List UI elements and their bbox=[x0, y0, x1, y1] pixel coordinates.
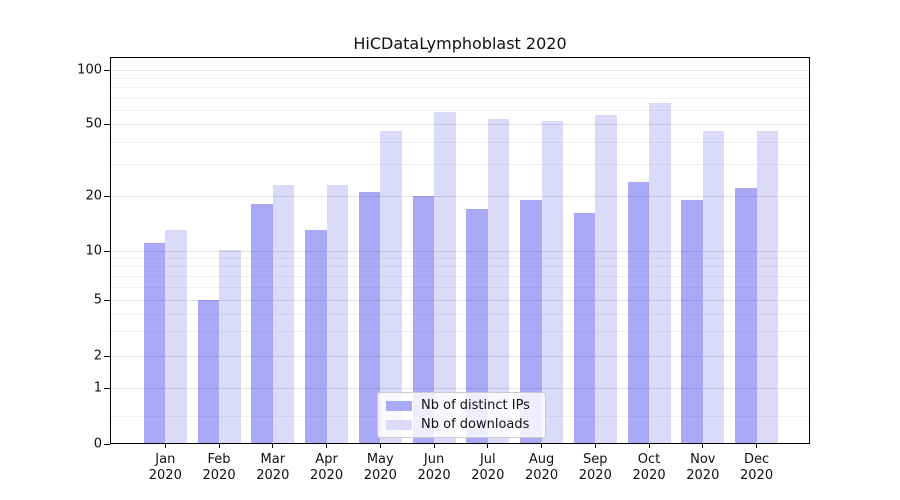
x-tick-label-aug: Aug 2020 bbox=[525, 452, 559, 483]
bar-downloads-aug bbox=[541, 120, 564, 443]
bar-ips-oct bbox=[627, 181, 650, 443]
y-tick-label-10: 10 bbox=[85, 243, 102, 258]
x-tick-mark-jun bbox=[433, 444, 435, 448]
x-tick-mark-may bbox=[379, 444, 381, 448]
bar-downloads-sep bbox=[595, 115, 617, 443]
gridline-minor-90 bbox=[111, 78, 809, 80]
bar-ips-feb bbox=[197, 299, 220, 443]
bar-downloads-feb bbox=[219, 250, 241, 443]
bar-downloads-jan bbox=[165, 229, 187, 443]
gridline-major-1 bbox=[111, 388, 809, 390]
y-tick-mark-0 bbox=[104, 444, 110, 446]
gridline-minor-9 bbox=[111, 258, 809, 260]
gridline-minor-7 bbox=[111, 275, 809, 277]
x-tick-label-mar: Mar 2020 bbox=[256, 452, 290, 483]
x-tick-label-dec: Dec 2020 bbox=[740, 452, 774, 483]
y-tick-label-2: 2 bbox=[93, 348, 102, 364]
x-tick-mark-apr bbox=[326, 444, 328, 448]
y-tick-label-100: 100 bbox=[77, 62, 102, 78]
gridline-major-2 bbox=[111, 356, 809, 358]
x-tick-mark-mar bbox=[272, 444, 274, 448]
x-tick-mark-feb bbox=[218, 444, 220, 448]
legend-label-ips: Nb of distinct IPs bbox=[421, 398, 530, 413]
x-tick-label-nov: Nov 2020 bbox=[686, 452, 720, 483]
gridline-minor-40 bbox=[111, 141, 809, 143]
x-tick-mark-aug bbox=[541, 444, 543, 448]
bar-ips-jun bbox=[412, 195, 435, 443]
y-tick-label-1: 1 bbox=[93, 380, 102, 396]
bar-ips-apr bbox=[305, 229, 327, 443]
y-tick-mark-5 bbox=[104, 300, 110, 301]
plot-area bbox=[110, 57, 810, 444]
y-tick-mark-50 bbox=[104, 124, 110, 126]
x-tick-mark-jan bbox=[164, 444, 166, 448]
x-tick-mark-oct bbox=[648, 444, 650, 448]
gridline-minor-70 bbox=[111, 97, 809, 99]
x-tick-mark-jul bbox=[487, 444, 489, 448]
y-tick-mark-20 bbox=[104, 196, 110, 198]
x-tick-label-sep: Sep 2020 bbox=[578, 452, 612, 483]
bar-ips-aug bbox=[520, 199, 542, 443]
gridline-major-100 bbox=[111, 70, 809, 71]
gridline-major-50 bbox=[111, 124, 809, 126]
gridline-minor-4 bbox=[111, 313, 809, 315]
x-tick-mark-nov bbox=[702, 444, 704, 448]
bar-ips-sep bbox=[573, 213, 596, 443]
gridline-minor-60 bbox=[111, 110, 809, 112]
gridline-minor-6 bbox=[111, 286, 809, 288]
y-tick-mark-1 bbox=[104, 388, 110, 390]
x-tick-label-jul: Jul 2020 bbox=[471, 452, 505, 483]
legend-swatch-ips bbox=[386, 400, 412, 411]
legend-item-downloads: Nb of downloads bbox=[386, 417, 537, 432]
y-tick-label-20: 20 bbox=[85, 188, 102, 204]
bar-ips-jan bbox=[143, 242, 166, 443]
bar-ips-dec bbox=[735, 188, 757, 443]
bar-ips-nov bbox=[681, 199, 703, 443]
x-tick-label-may: May 2020 bbox=[363, 452, 397, 483]
gridline-minor-8 bbox=[111, 266, 809, 268]
bar-ips-mar bbox=[251, 204, 273, 443]
gridline-minor-80 bbox=[111, 87, 809, 89]
legend-label-downloads: Nb of downloads bbox=[421, 417, 530, 432]
x-tick-mark-sep bbox=[594, 444, 596, 448]
gridline-minor-30 bbox=[111, 164, 809, 166]
x-tick-label-jan: Jan 2020 bbox=[148, 452, 182, 483]
bar-downloads-oct bbox=[649, 103, 671, 443]
x-tick-label-feb: Feb 2020 bbox=[202, 452, 236, 483]
legend-swatch-downloads bbox=[386, 419, 412, 430]
bar-downloads-nov bbox=[702, 130, 725, 443]
bar-downloads-apr bbox=[326, 184, 349, 443]
x-tick-mark-dec bbox=[756, 444, 758, 448]
bar-downloads-jul bbox=[487, 119, 510, 443]
y-tick-mark-10 bbox=[104, 250, 110, 252]
gridline-major-20 bbox=[111, 196, 809, 198]
legend-item-distinct-ips: Nb of distinct IPs bbox=[386, 398, 537, 413]
chart-title: HiCDataLymphoblast 2020 bbox=[353, 34, 567, 53]
y-tick-mark-100 bbox=[104, 70, 110, 71]
x-tick-label-jun: Jun 2020 bbox=[417, 452, 451, 483]
bar-downloads-jun bbox=[434, 112, 456, 443]
bar-ips-jul bbox=[466, 208, 488, 443]
bar-downloads-may bbox=[380, 130, 402, 443]
x-tick-label-oct: Oct 2020 bbox=[632, 452, 666, 483]
gridline-major-5 bbox=[111, 300, 809, 301]
x-tick-label-apr: Apr 2020 bbox=[310, 452, 344, 483]
bar-ips-may bbox=[358, 192, 381, 443]
y-tick-label-50: 50 bbox=[85, 116, 102, 132]
gridline-major-10 bbox=[111, 250, 809, 252]
bar-downloads-mar bbox=[272, 184, 295, 443]
y-tick-mark-2 bbox=[104, 356, 110, 358]
y-tick-label-0: 0 bbox=[93, 436, 102, 452]
bar-downloads-dec bbox=[756, 130, 779, 443]
gridline-minor-3 bbox=[111, 331, 809, 333]
y-tick-label-5: 5 bbox=[93, 292, 102, 308]
legend: Nb of distinct IPs Nb of downloads bbox=[377, 392, 546, 438]
